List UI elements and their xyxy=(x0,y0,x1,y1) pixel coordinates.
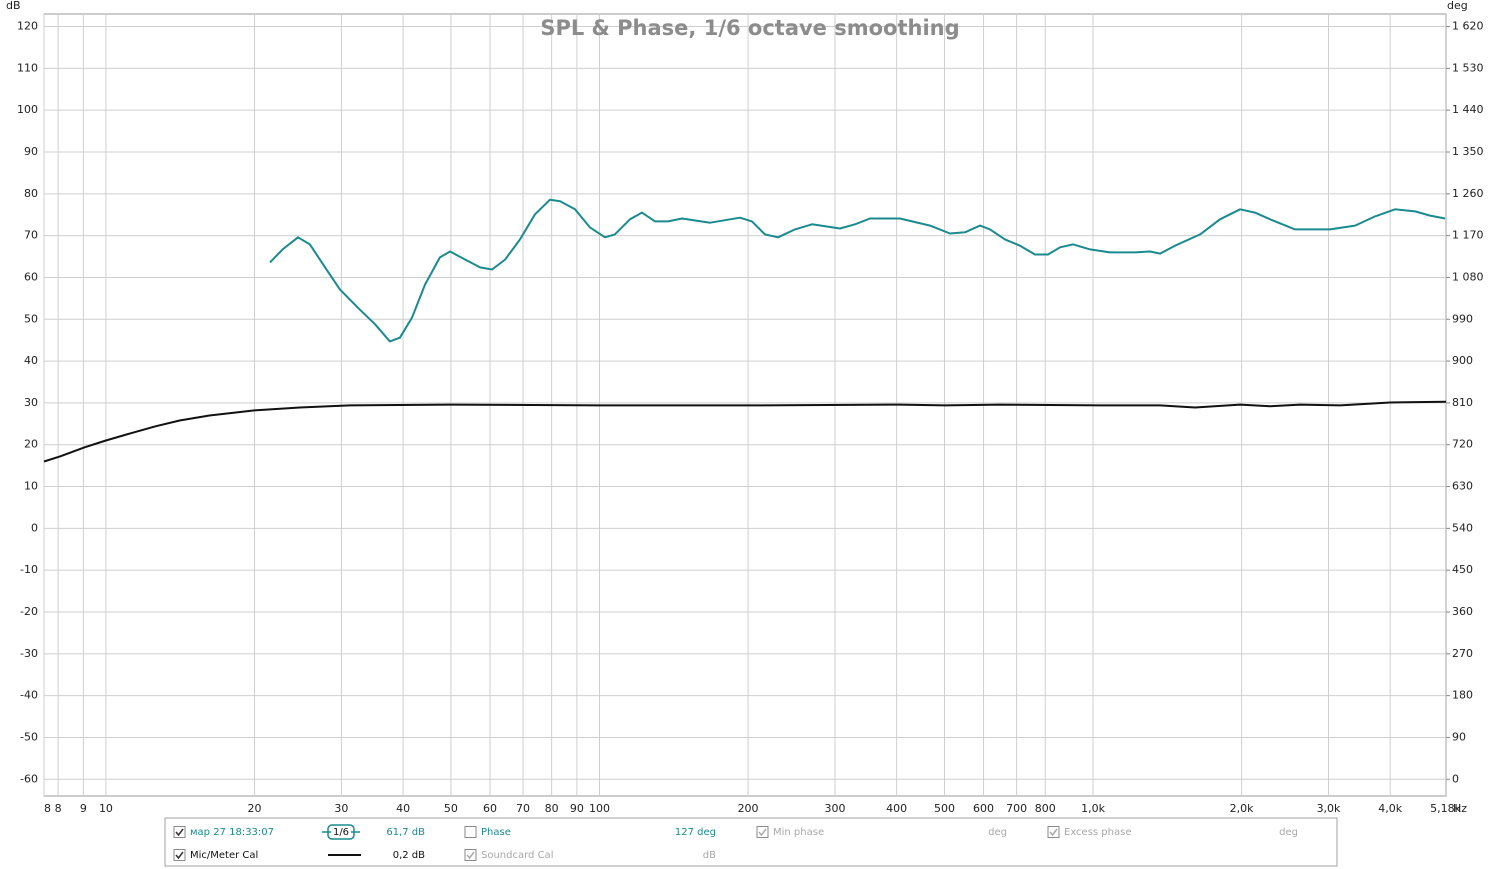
y-tick-label: -60 xyxy=(20,772,38,785)
series-line xyxy=(43,400,1447,463)
y2-tick-label: 360 xyxy=(1452,605,1473,618)
y-tick-label: 70 xyxy=(24,229,38,242)
y2-tick-label: 630 xyxy=(1452,480,1473,493)
smoothing-icon-bg xyxy=(331,827,351,837)
y-tick-label: 120 xyxy=(17,20,38,33)
y-tick-label: -50 xyxy=(20,730,38,743)
x-tick-label: 90 xyxy=(570,802,584,815)
x-tick-label: 8 xyxy=(44,802,51,815)
x-tick-label: 800 xyxy=(1035,802,1056,815)
y-tick-label: -20 xyxy=(20,605,38,618)
x-tick-label: 40 xyxy=(396,802,410,815)
x-tick-label: 70 xyxy=(516,802,530,815)
y2-tick-label: 1 440 xyxy=(1452,103,1484,116)
y-tick-label: -30 xyxy=(20,647,38,660)
y-tick-label: 20 xyxy=(24,438,38,451)
checkbox[interactable] xyxy=(464,849,477,861)
legend-item-value: deg xyxy=(988,827,1007,838)
y-tick-label: 0 xyxy=(31,521,38,534)
y2-tick-label: 540 xyxy=(1452,521,1473,534)
y-tick-label: 100 xyxy=(17,103,38,116)
legend-entry: Mic/Meter Cal xyxy=(190,850,258,861)
y-tick-label: 60 xyxy=(24,270,38,283)
chart-title: SPL & Phase, 1/6 octave smoothing xyxy=(540,16,959,40)
x-tick-label: 10 xyxy=(99,802,113,815)
series-line xyxy=(269,198,1446,343)
checkmark xyxy=(175,851,184,860)
x-tick-label: 20 xyxy=(248,802,262,815)
y-tick-label: 30 xyxy=(24,396,38,409)
checkbox[interactable] xyxy=(173,826,186,838)
x-tick-label: 500 xyxy=(934,802,955,815)
x-tick-label: 30 xyxy=(334,802,348,815)
legend-item-label: Min phase xyxy=(773,827,824,838)
x-tick-label: 1,0k xyxy=(1081,802,1105,815)
x-tick-label: 2,0k xyxy=(1230,802,1254,815)
x-tick-label: 8 xyxy=(55,802,62,815)
y-tick-label: 40 xyxy=(24,354,38,367)
y2-tick-label: 0 xyxy=(1452,772,1459,785)
x-tick-label: 60 xyxy=(483,802,497,815)
x-tick-label: 400 xyxy=(886,802,907,815)
checkbox[interactable] xyxy=(173,849,186,861)
x-tick-label: 700 xyxy=(1006,802,1027,815)
x-tick-label: 5,18k xyxy=(1430,802,1461,815)
x-tick-label: 300 xyxy=(824,802,845,815)
checkbox[interactable] xyxy=(756,826,769,838)
y2-tick-label: 1 350 xyxy=(1452,145,1484,158)
y-tick-label: -40 xyxy=(20,689,38,702)
y2-tick-label: 1 620 xyxy=(1452,20,1484,33)
y2-tick-label: 810 xyxy=(1452,396,1473,409)
legend-item-value: deg xyxy=(1279,827,1298,838)
x-tick-label: 100 xyxy=(589,802,610,815)
y-tick-label: -10 xyxy=(20,563,38,576)
y2-tick-label: 180 xyxy=(1452,689,1473,702)
legend-value: 61,7 dB xyxy=(386,827,425,838)
y2-tick-label: 900 xyxy=(1452,354,1473,367)
y-axis-label: dB xyxy=(6,0,21,12)
x-tick-label: 200 xyxy=(738,802,759,815)
legend-panel xyxy=(164,817,1338,867)
x-axis-label: Hz xyxy=(1453,802,1467,815)
y2-tick-label: 990 xyxy=(1452,312,1473,325)
y-tick-label: 90 xyxy=(24,145,38,158)
x-tick-label: 3,0k xyxy=(1317,802,1341,815)
x-tick-label: 9 xyxy=(80,802,87,815)
y-tick-label: 80 xyxy=(24,187,38,200)
smoothing-label: 1/6 xyxy=(333,827,349,838)
legend-item-label: Soundcard Cal xyxy=(481,850,553,861)
y2-tick-label: 1 170 xyxy=(1452,229,1484,242)
legend-item-value: dB xyxy=(703,850,716,861)
checkmark xyxy=(758,828,767,837)
y2-tick-label: 90 xyxy=(1452,730,1466,743)
x-tick-label: 80 xyxy=(545,802,559,815)
checkmark xyxy=(466,851,475,860)
y-tick-label: 110 xyxy=(17,61,38,74)
x-tick-label: 50 xyxy=(444,802,458,815)
legend-entry: мар 27 18:33:07 xyxy=(190,827,274,838)
legend-item-label: Excess phase xyxy=(1064,827,1132,838)
checkmark xyxy=(175,828,184,837)
y2-tick-label: 450 xyxy=(1452,563,1473,576)
legend-item-label: Phase xyxy=(481,827,511,838)
y2-axis-label: deg xyxy=(1447,0,1468,12)
legend-item-value: 127 deg xyxy=(675,827,716,838)
checkmark xyxy=(1049,828,1058,837)
y2-tick-label: 270 xyxy=(1452,647,1473,660)
checkbox[interactable] xyxy=(1047,826,1060,838)
y-tick-label: 10 xyxy=(24,480,38,493)
y2-tick-label: 1 080 xyxy=(1452,270,1484,283)
y-tick-label: 50 xyxy=(24,312,38,325)
y2-tick-label: 1 530 xyxy=(1452,61,1484,74)
x-tick-label: 600 xyxy=(973,802,994,815)
x-tick-label: 4,0k xyxy=(1378,802,1402,815)
y2-tick-label: 1 260 xyxy=(1452,187,1484,200)
checkbox[interactable] xyxy=(464,826,477,838)
legend-value: 0,2 dB xyxy=(393,850,425,861)
y2-tick-label: 720 xyxy=(1452,438,1473,451)
